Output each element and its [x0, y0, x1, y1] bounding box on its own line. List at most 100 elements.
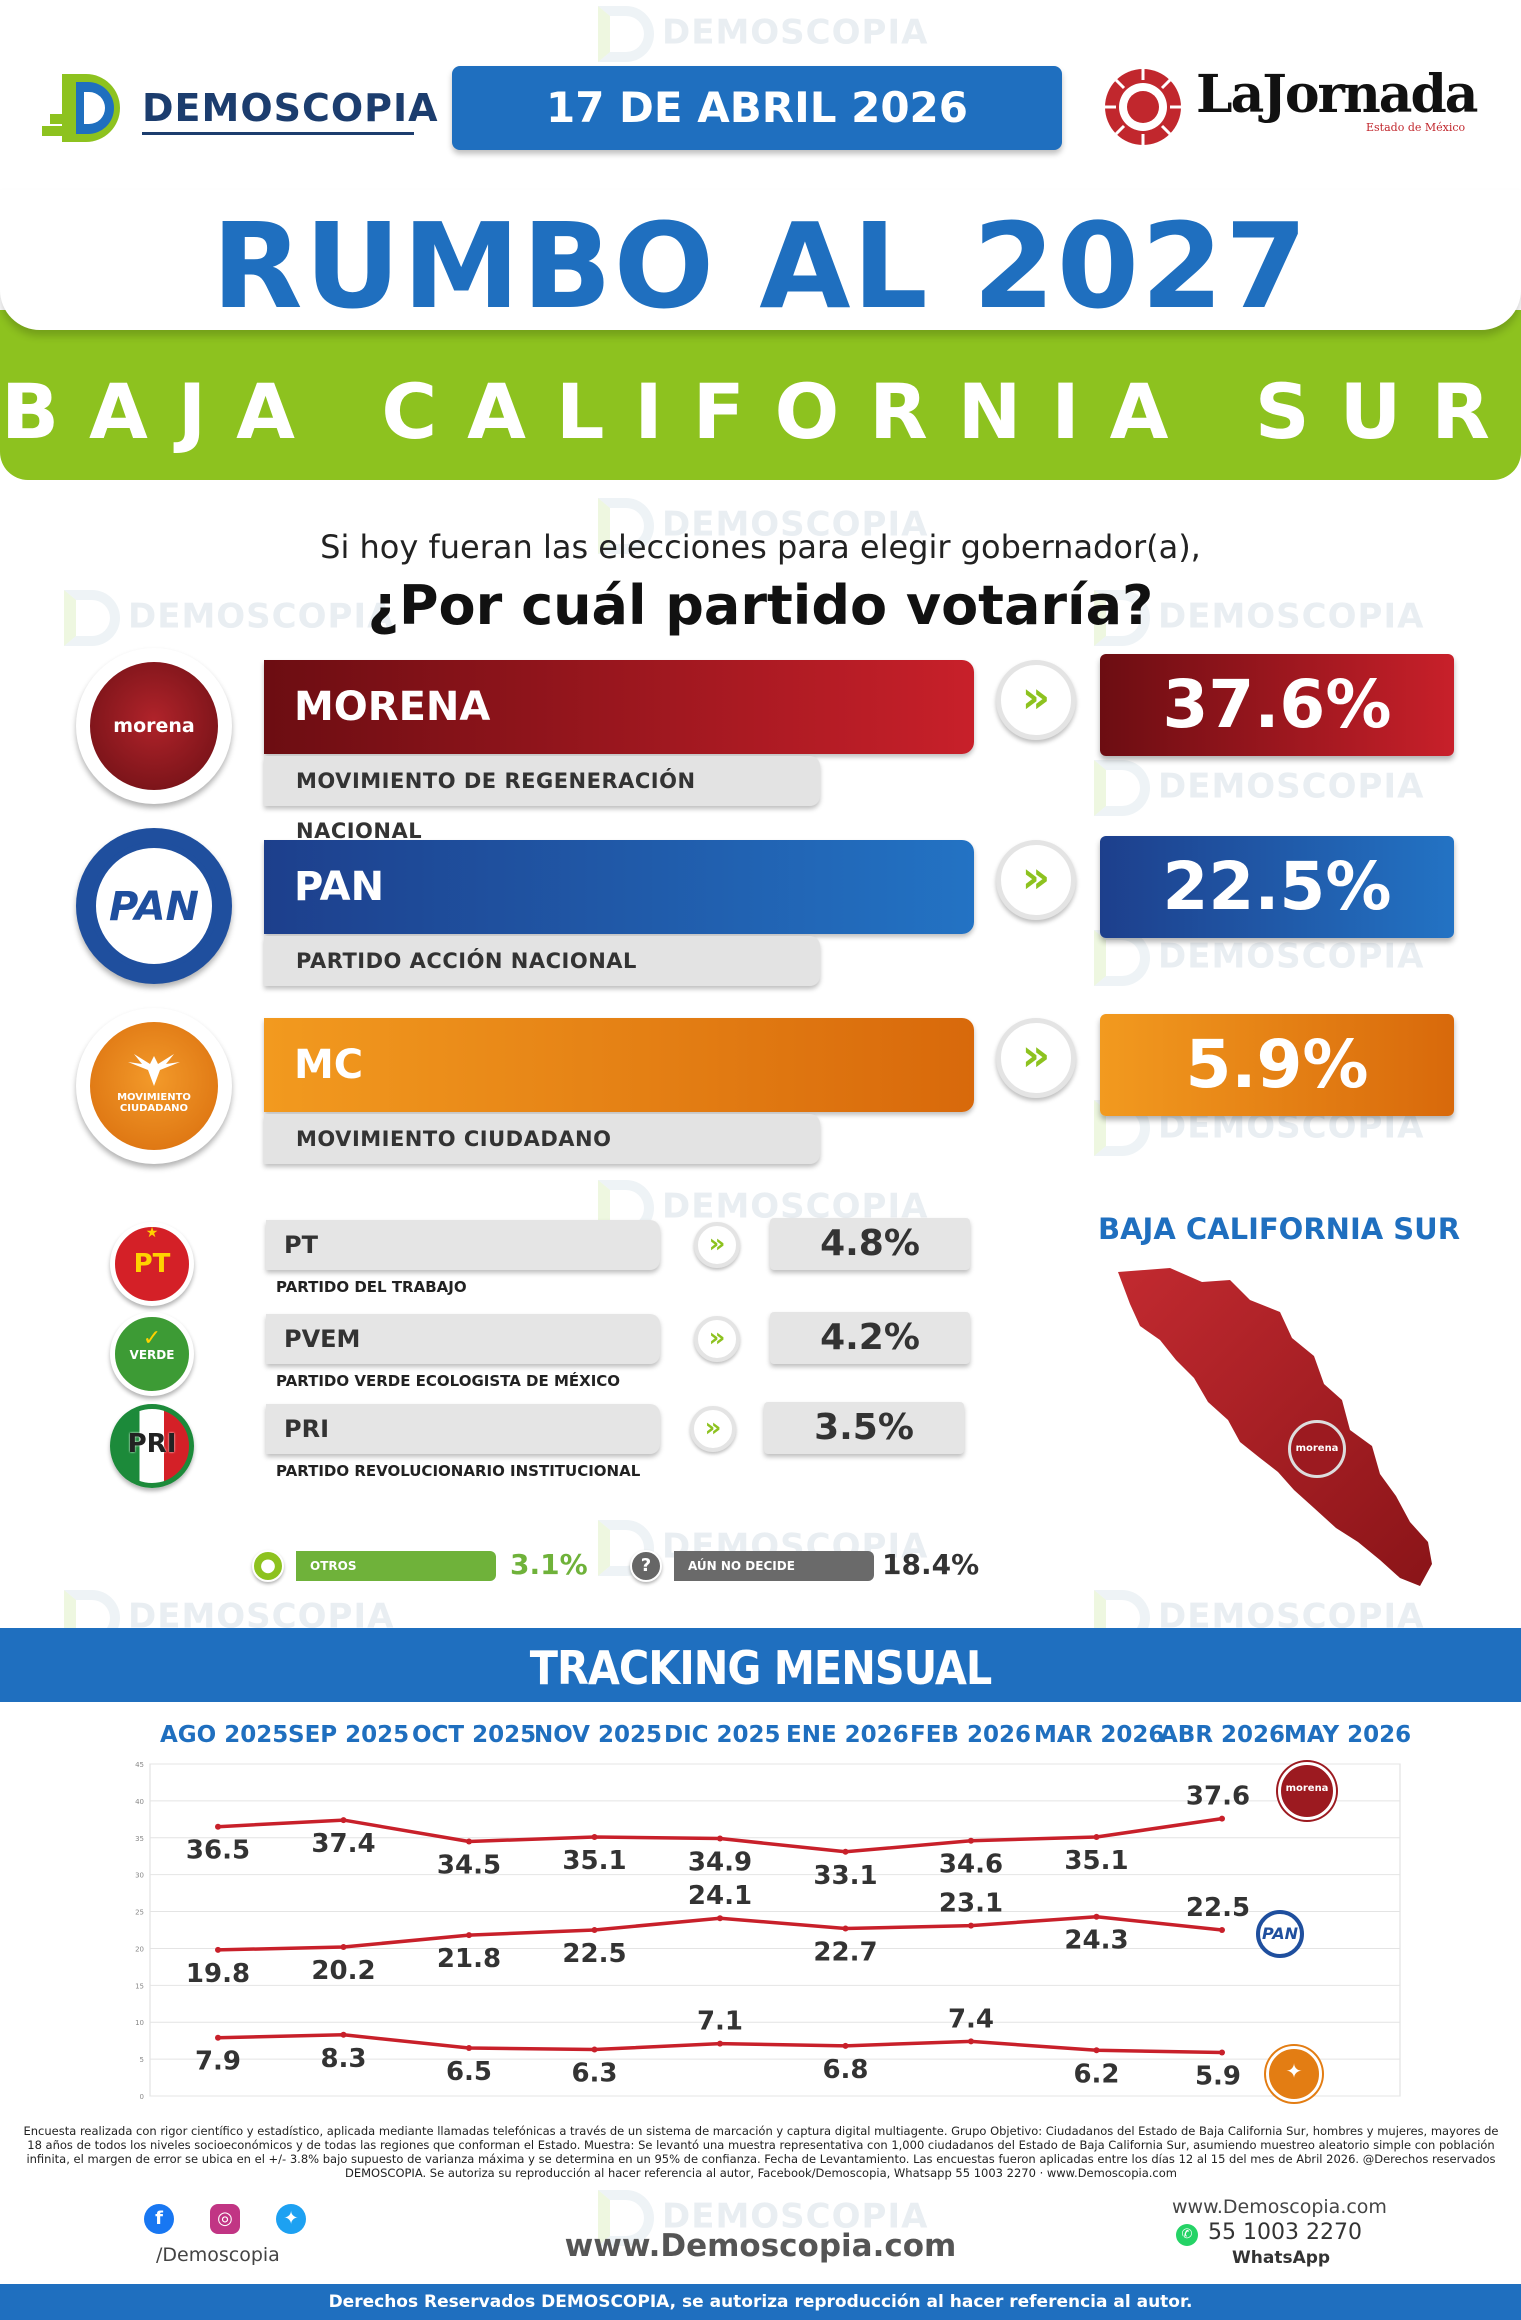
- data-label: 22.5: [562, 1939, 626, 1969]
- state-title: BAJA CALIFORNIA SUR: [1, 367, 1520, 456]
- undecided-bar: AÚN NO DECIDE: [674, 1551, 874, 1581]
- tracking-line-chart: 0 5 10 15 20 25 30 35 40 45 36.5 37.4 34.5 35.1 34.9 33…: [135, 1761, 1401, 2101]
- data-label: 6.8: [822, 2055, 868, 2085]
- data-label: 5.9: [1195, 2061, 1241, 2091]
- mc-full-name: MOVIMIENTO CIUDADANO: [264, 1114, 820, 1164]
- morena-logo: morena: [76, 648, 232, 804]
- instagram-icon[interactable]: ◎: [210, 2204, 240, 2234]
- question-mark-icon: ?: [630, 1550, 662, 1582]
- data-point: [717, 1915, 723, 1922]
- la-jornada-sun-icon: [1105, 69, 1181, 145]
- data-point: [968, 2038, 974, 2045]
- title-card: [0, 190, 1521, 330]
- pri-chevron-icon: »: [690, 1406, 736, 1452]
- morena-full-name: MOVIMIENTO DE REGENERACIÓN NACIONAL: [264, 756, 820, 843]
- pan-logo-text: PAN: [108, 884, 200, 930]
- data-label: 35.1: [562, 1846, 626, 1876]
- y-tick-label: 15: [135, 1982, 144, 1990]
- data-point: [591, 1927, 598, 1933]
- twitter-icon[interactable]: ✦: [276, 2204, 306, 2234]
- website-small[interactable]: www.Demoscopia.com: [1172, 2196, 1387, 2218]
- undecided-percent: 18.4%: [882, 1548, 980, 1581]
- question: ¿Por cuál partido votaría?: [367, 574, 1154, 637]
- pvem-chevron-icon: »: [694, 1316, 740, 1362]
- data-point: [968, 1922, 974, 1929]
- mc-logo-badge: MOVIMIENTO CIUDADANO: [84, 1016, 224, 1156]
- data-point: [340, 1943, 347, 1950]
- pri-percent: 3.5%: [764, 1402, 964, 1454]
- question-intro: Si hoy fueran las elecciones para elegir…: [320, 528, 1201, 566]
- y-tick-label: 0: [140, 2093, 144, 2101]
- data-label: 6.5: [446, 2057, 492, 2087]
- pan-chevron-icon: »: [996, 840, 1076, 920]
- pan-percent: 22.5%: [1100, 836, 1454, 938]
- watermark: DEMOSCOPIA: [598, 498, 928, 554]
- map-title: BAJA CALIFORNIA SUR: [1098, 1212, 1461, 1246]
- morena-bar: MORENA: [264, 660, 974, 754]
- pri-logo-text: PRI: [127, 1429, 177, 1459]
- data-point: [1093, 1834, 1100, 1841]
- watermark: DEMOSCOPIA: [1094, 930, 1424, 986]
- data-point: [842, 1848, 849, 1855]
- data-label: 35.1: [1064, 1846, 1128, 1876]
- data-point: [340, 2031, 347, 2038]
- morena-chevron-icon: »: [996, 660, 1076, 740]
- map-morena-badge: morena: [1288, 1420, 1346, 1478]
- watermark: DEMOSCOPIA: [64, 590, 394, 646]
- data-point: [591, 2046, 598, 2053]
- data-label: 33.1: [813, 1861, 877, 1891]
- others-percent: 3.1%: [510, 1548, 588, 1581]
- data-label: 22.7: [813, 1938, 877, 1968]
- data-label: 34.6: [939, 1850, 1003, 1880]
- data-label: 7.9: [195, 2047, 241, 2077]
- data-point: [1093, 2047, 1100, 2054]
- brand-name: DEMOSCOPIA: [142, 86, 439, 130]
- data-point: [466, 2045, 472, 2052]
- pvem-full-name: PARTIDO VERDE ECOLOGISTA DE MÉXICO: [276, 1372, 621, 1390]
- pvem-percent: 4.2%: [770, 1312, 970, 1364]
- data-label: 20.2: [311, 1956, 375, 1986]
- y-tick-label: 20: [135, 1945, 144, 1953]
- data-label: 37.6: [1186, 1782, 1250, 1812]
- month-label: AGO 2025: [160, 1722, 289, 1748]
- data-label: 34.9: [688, 1848, 752, 1878]
- facebook-icon[interactable]: f: [144, 2204, 174, 2234]
- brand-underline: [142, 132, 414, 135]
- pt-star-icon: ★: [145, 1225, 159, 1241]
- data-point: [1219, 1815, 1225, 1822]
- data-point: [466, 1932, 472, 1939]
- pt-logo-text: PT: [133, 1249, 171, 1279]
- pri-logo: PRI: [110, 1404, 194, 1488]
- data-label: 7.1: [697, 2007, 743, 2037]
- pri-bar: PRI: [266, 1404, 660, 1454]
- watermark: DEMOSCOPIA: [598, 2190, 928, 2246]
- data-label: 24.3: [1064, 1926, 1128, 1956]
- month-label: ENE 2026: [786, 1722, 909, 1748]
- tracking-band: [0, 1628, 1521, 1702]
- baja-california-sur-map: [1118, 1268, 1432, 1586]
- phone-number[interactable]: 55 1003 2270: [1208, 2220, 1362, 2245]
- y-tick-label: 5: [140, 2056, 144, 2064]
- website-link[interactable]: www.Demoscopia.com: [564, 2228, 957, 2264]
- data-label: 19.8: [186, 1959, 250, 1989]
- data-label: 22.5: [1186, 1893, 1250, 1923]
- month-label: NOV 2025: [534, 1722, 663, 1748]
- mc-chevron-icon: »: [996, 1018, 1076, 1098]
- mc-end-badge-eagle-icon: ✦: [1266, 2046, 1322, 2102]
- pt-logo: ★ PT: [110, 1222, 194, 1306]
- social-handle[interactable]: /Demoscopia: [156, 2244, 280, 2266]
- data-point: [340, 1817, 347, 1824]
- others-bar: OTROS: [296, 1551, 496, 1581]
- y-tick-label: 10: [135, 2019, 144, 2027]
- partner-logo-text: LaJornada: [1196, 64, 1478, 125]
- data-point: [591, 1834, 598, 1841]
- month-label: ABR 2026: [1160, 1722, 1286, 1748]
- month-label: FEB 2026: [910, 1722, 1031, 1748]
- date-pill: 17 DE ABRIL 2026: [452, 66, 1062, 150]
- y-tick-label: 25: [135, 1909, 144, 1917]
- pt-percent: 4.8%: [770, 1218, 970, 1270]
- y-tick-label: 45: [135, 1761, 144, 1769]
- pvem-toucan-icon: ✓: [142, 1326, 162, 1351]
- pan-logo-inner: PAN: [90, 842, 218, 970]
- data-label: 36.5: [186, 1836, 250, 1866]
